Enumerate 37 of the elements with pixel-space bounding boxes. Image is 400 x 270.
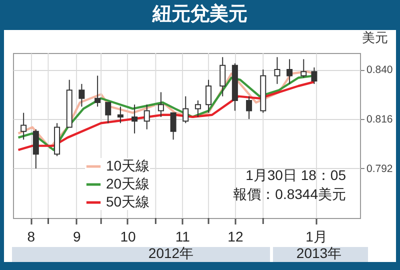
x-tick-label: 10 xyxy=(120,228,136,244)
candlestick xyxy=(20,112,27,140)
legend-label: 50天線 xyxy=(106,194,150,210)
annotation: 1月30日 18：05 xyxy=(246,167,346,183)
candlestick xyxy=(105,102,112,124)
candlestick xyxy=(170,112,176,140)
candlestick xyxy=(32,128,39,169)
y-tick-label: 0.816 xyxy=(366,114,393,126)
x-tick-label: 9 xyxy=(73,228,82,244)
legend-label: 10天線 xyxy=(106,158,150,174)
y-tick-label: 0.792 xyxy=(366,163,393,175)
candlestick xyxy=(158,92,164,118)
candlestick xyxy=(144,104,150,130)
candlestick xyxy=(78,83,85,108)
candlestick xyxy=(182,96,189,124)
candlestick xyxy=(220,56,226,97)
x-tick-label: 12 xyxy=(228,228,244,244)
y-axis-title: 美元 xyxy=(362,30,388,45)
candlestick xyxy=(246,96,252,120)
candlestick xyxy=(132,104,138,134)
x-tick-label: 11 xyxy=(175,228,190,244)
candlestick xyxy=(194,100,201,118)
candlestick xyxy=(300,58,307,78)
candlestick xyxy=(117,106,124,124)
legend-label: 20天線 xyxy=(106,176,150,192)
x-tick-label: 8 xyxy=(27,228,36,244)
candlestick xyxy=(311,66,318,84)
candlestick xyxy=(274,56,280,84)
annotation: 報價：0.8344美元 xyxy=(233,186,346,202)
candlestick xyxy=(286,58,293,84)
text: 2012年 xyxy=(148,245,194,261)
candlestick xyxy=(206,79,212,114)
chart-title: 紐元兌美元 xyxy=(151,2,248,27)
x-tick-label: 1月 xyxy=(306,228,328,244)
text: 2013年 xyxy=(296,245,342,261)
candlestick xyxy=(94,75,101,108)
y-tick-label: 0.840 xyxy=(366,64,393,76)
